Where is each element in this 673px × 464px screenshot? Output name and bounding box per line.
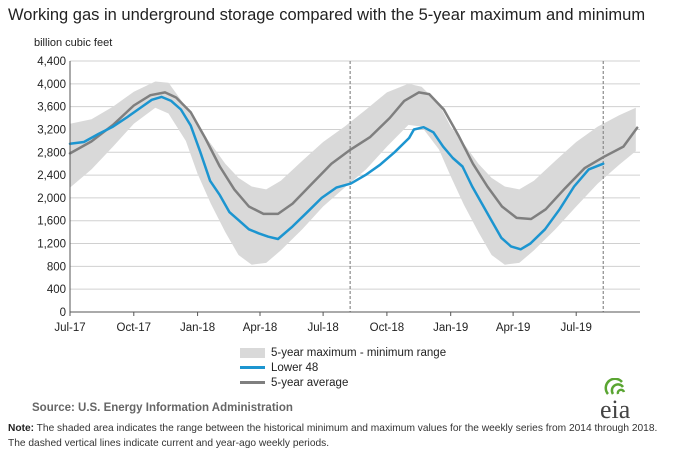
legend: 5-year maximum - minimum range Lower 48 … [240,345,446,390]
note-text: Note: The shaded area indicates the rang… [8,421,658,451]
x-tick-label: Oct-17 [117,322,152,334]
y-tick-label: 2,000 [37,193,66,205]
avg-swatch [240,381,265,384]
chart-svg: 0 400 800 1,200 1,600 2,000 2,400 2,800 3,200 3,6… [34,37,640,334]
eia-logo-arcs-icon [604,378,626,395]
y-tick-labels: 0 400 800 1,200 1,600 2,000 2,400 2,800 3,200 3,6… [37,56,66,319]
y-tick-label: 800 [47,261,66,273]
x-tick-label: Apr-18 [243,322,278,334]
lower48-swatch [240,366,265,369]
y-tick-label: 400 [47,284,66,296]
range-band-area [70,81,636,265]
legend-label-avg: 5-year average [271,376,349,389]
y-tick-label: 1,600 [37,216,66,228]
y-tick-label: 1,200 [37,239,66,251]
y-tick-label: 4,400 [37,56,66,68]
x-tick-label: Jul-18 [307,322,338,334]
eia-logo: eia [600,378,631,422]
x-tick-label: Jul-17 [54,322,85,334]
y-tick-label: 2,800 [37,147,66,159]
source-text: Source: U.S. Energy Information Administ… [32,402,293,414]
range-band-group [70,81,636,265]
legend-label-range: 5-year maximum - minimum range [271,346,447,359]
x-tick-label: Jan-19 [433,322,468,334]
note-label: Note: [8,423,35,434]
y-tick-label: 2,400 [37,170,66,182]
x-tick-labels: Jul-17 Oct-17 Jan-18 Apr-18 Jul-18 Oct-18 Jan-… [54,312,592,334]
x-tick-label: Oct-18 [370,322,405,334]
chart-title: Working gas in underground storage compa… [8,6,646,24]
x-tick-label: Jul-19 [561,322,592,334]
y-axis-unit-label: billion cubic feet [34,37,112,49]
series-lines [68,91,639,251]
x-tick-label: Apr-19 [496,322,531,334]
legend-item-range: 5-year maximum - minimum range [240,345,446,360]
avg-5yr-line [68,91,639,221]
note-body: The shaded area indicates the range betw… [8,423,658,449]
axes [69,61,640,313]
eia-logo-text: eia [600,395,631,422]
dashed-vlines [349,61,604,312]
lower48-line [68,95,605,251]
y-tick-label: 4,000 [37,79,66,91]
legend-label-lower48: Lower 48 [271,361,319,374]
y-tick-label: 0 [60,307,66,319]
y-tick-label: 3,200 [37,124,66,136]
range-swatch [240,347,265,358]
x-tick-label: Jan-18 [180,322,215,334]
legend-item-avg: 5-year average [240,375,446,390]
y-tick-label: 3,600 [37,102,66,114]
legend-item-lower48: Lower 48 [240,360,446,375]
